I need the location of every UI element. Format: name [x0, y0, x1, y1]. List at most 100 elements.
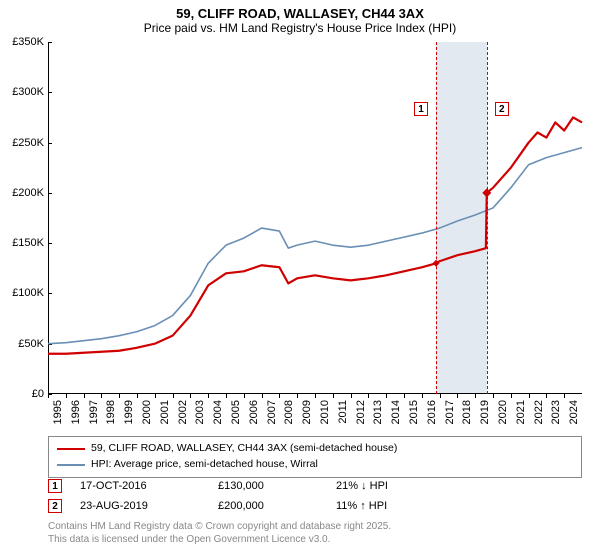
x-tick-mark [101, 394, 102, 398]
x-tick-label: 2019 [479, 400, 491, 424]
x-tick-mark [511, 394, 512, 398]
marker-info-table: 1 17-OCT-2016 £130,000 21% ↓ HPI 2 23-AUG-201… [48, 476, 582, 516]
x-tick-mark [368, 394, 369, 398]
x-tick-mark [475, 394, 476, 398]
x-tick-label: 2000 [141, 400, 153, 424]
x-tick-label: 2001 [159, 400, 171, 424]
info-row: 2 23-AUG-2019 £200,000 11% ↑ HPI [48, 496, 582, 516]
x-tick-label: 2024 [568, 400, 580, 424]
x-tick-label: 1999 [123, 400, 135, 424]
y-tick-label: £150K [12, 237, 44, 249]
y-tick-label: £300K [12, 86, 44, 98]
x-tick-label: 2011 [337, 400, 349, 424]
y-tick-label: £200K [12, 187, 44, 199]
x-tick-label: 2004 [212, 400, 224, 424]
info-row-marker: 1 [48, 479, 62, 493]
x-tick-mark [173, 394, 174, 398]
x-tick-mark [137, 394, 138, 398]
x-tick-mark [333, 394, 334, 398]
info-date: 23-AUG-2019 [80, 500, 200, 512]
footer-attribution: Contains HM Land Registry data © Crown c… [48, 520, 582, 546]
chart-svg [48, 42, 582, 394]
x-tick-label: 2022 [533, 400, 545, 424]
legend-swatch [57, 448, 85, 450]
x-tick-label: 2008 [283, 400, 295, 424]
y-tick-label: £250K [12, 137, 44, 149]
x-tick-mark [529, 394, 530, 398]
info-date: 17-OCT-2016 [80, 480, 200, 492]
x-tick-label: 2009 [301, 400, 313, 424]
title-line-2: Price paid vs. HM Land Registry's House … [0, 21, 600, 35]
x-tick-mark [457, 394, 458, 398]
title-line-1: 59, CLIFF ROAD, WALLASEY, CH44 3AX [0, 6, 600, 21]
info-price: £130,000 [218, 480, 318, 492]
x-tick-label: 2007 [266, 400, 278, 424]
x-tick-label: 2003 [194, 400, 206, 424]
x-tick-label: 2013 [372, 400, 384, 424]
legend-item: 59, CLIFF ROAD, WALLASEY, CH44 3AX (semi… [57, 441, 573, 457]
event-vline [487, 42, 488, 394]
x-tick-mark [297, 394, 298, 398]
x-tick-mark [546, 394, 547, 398]
info-price: £200,000 [218, 500, 318, 512]
x-tick-label: 2015 [408, 400, 420, 424]
x-tick-label: 2016 [426, 400, 438, 424]
x-tick-label: 2006 [248, 400, 260, 424]
chart-plot-area: 12 [48, 42, 582, 394]
x-tick-label: 2014 [390, 400, 402, 424]
x-tick-label: 1996 [70, 400, 82, 424]
x-tick-label: 2020 [497, 400, 509, 424]
x-tick-label: 1997 [88, 400, 100, 424]
x-tick-label: 2005 [230, 400, 242, 424]
x-tick-label: 2018 [461, 400, 473, 424]
x-tick-mark [493, 394, 494, 398]
event-marker-label: 2 [495, 102, 509, 116]
x-tick-mark [386, 394, 387, 398]
legend-swatch [57, 464, 85, 466]
y-tick-label: £50K [18, 338, 44, 350]
x-tick-mark [190, 394, 191, 398]
info-row-marker: 2 [48, 499, 62, 513]
x-tick-label: 1998 [105, 400, 117, 424]
x-tick-mark [351, 394, 352, 398]
x-tick-mark [208, 394, 209, 398]
x-tick-mark [84, 394, 85, 398]
x-tick-label: 1995 [52, 400, 64, 424]
info-delta: 11% ↑ HPI [336, 500, 436, 512]
x-tick-mark [262, 394, 263, 398]
info-row: 1 17-OCT-2016 £130,000 21% ↓ HPI [48, 476, 582, 496]
x-tick-mark [404, 394, 405, 398]
event-marker-label: 1 [414, 102, 428, 116]
y-axis: £0£50K£100K£150K£200K£250K£300K£350K [0, 42, 48, 394]
footer-line-2: This data is licensed under the Open Gov… [48, 533, 582, 546]
x-tick-mark [315, 394, 316, 398]
x-tick-label: 2017 [444, 400, 456, 424]
x-tick-mark [48, 394, 49, 398]
y-tick-label: £100K [12, 287, 44, 299]
x-tick-label: 2010 [319, 400, 331, 424]
x-tick-mark [119, 394, 120, 398]
x-tick-label: 2023 [550, 400, 562, 424]
x-tick-mark [564, 394, 565, 398]
x-tick-mark [66, 394, 67, 398]
x-tick-mark [244, 394, 245, 398]
x-tick-label: 2021 [515, 400, 527, 424]
chart-title-block: 59, CLIFF ROAD, WALLASEY, CH44 3AX Price… [0, 0, 600, 39]
x-tick-label: 2012 [355, 400, 367, 424]
x-tick-mark [440, 394, 441, 398]
info-delta: 21% ↓ HPI [336, 480, 436, 492]
legend: 59, CLIFF ROAD, WALLASEY, CH44 3AX (semi… [48, 436, 582, 478]
y-tick-label: £0 [32, 388, 44, 400]
x-tick-mark [422, 394, 423, 398]
legend-item: HPI: Average price, semi-detached house,… [57, 457, 573, 473]
x-tick-label: 2002 [177, 400, 189, 424]
legend-label: 59, CLIFF ROAD, WALLASEY, CH44 3AX (semi… [91, 441, 397, 457]
x-tick-mark [279, 394, 280, 398]
event-vline [436, 42, 437, 394]
legend-label: HPI: Average price, semi-detached house,… [91, 457, 318, 473]
footer-line-1: Contains HM Land Registry data © Crown c… [48, 520, 582, 533]
series-line-price_paid [48, 117, 582, 353]
x-tick-mark [155, 394, 156, 398]
y-tick-label: £350K [12, 36, 44, 48]
x-tick-mark [226, 394, 227, 398]
